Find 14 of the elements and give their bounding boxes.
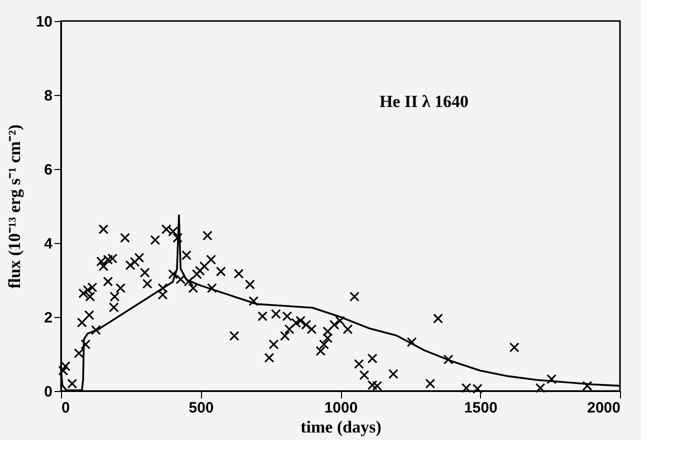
annotation: He II λ 1640: [379, 92, 469, 111]
y-tick-label: 10: [36, 14, 52, 30]
x-tick-label: 2000: [587, 400, 620, 416]
y-tick-label: 6: [44, 162, 52, 178]
x-tick-label: 1000: [324, 400, 358, 416]
x-tick-label: 0: [62, 400, 70, 416]
y-axis-title: flux (10⁻¹³ erg s⁻¹ cm⁻²): [4, 124, 24, 288]
x-axis-title: time (days): [300, 418, 382, 436]
x-tick-label: 1500: [464, 400, 498, 416]
y-tick-label: 2: [44, 310, 52, 326]
y-tick-label: 4: [44, 236, 54, 252]
y-tick-label: 0: [44, 384, 52, 400]
x-tick-label: 500: [188, 400, 214, 416]
y-tick-label: 8: [44, 88, 52, 104]
